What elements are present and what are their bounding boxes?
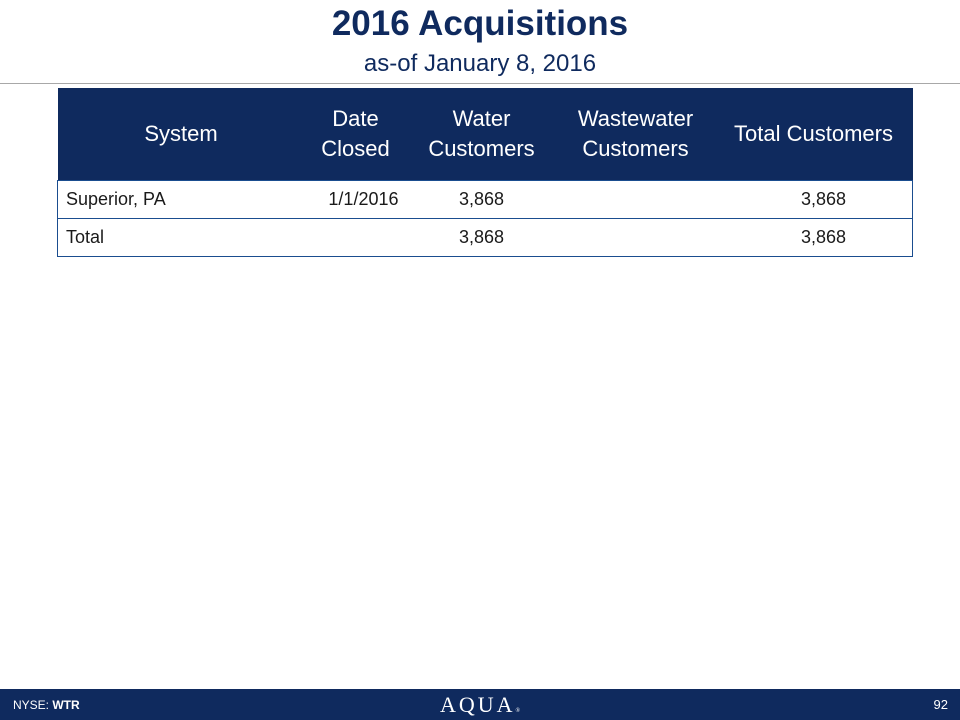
slide-title: 2016 Acquisitions: [331, 4, 629, 43]
cell-total-customers: 3,868: [714, 217, 913, 257]
cell-water-customers: 3,868: [406, 217, 557, 257]
table-row-total: Total 3,868 3,868: [57, 217, 913, 257]
cell-date-closed: 1/1/2016: [304, 179, 407, 218]
footer-bar: NYSE: WTR AQUA® 92: [0, 689, 960, 720]
header-total-customers: Total Customers: [714, 88, 913, 180]
table-row: Superior, PA 1/1/2016 3,868 3,868: [57, 179, 913, 218]
header-system: System: [57, 88, 305, 180]
acquisitions-table: System Date Closed Water Customers Wastewa…: [57, 88, 913, 257]
header-water-customers: Water Customers: [406, 88, 557, 180]
cell-total-customers: 3,868: [714, 179, 913, 218]
header-wastewater-customers: Wastewater Customers: [556, 88, 715, 180]
ticker-symbol: WTR: [52, 698, 80, 712]
table-header-row: System Date Closed Water Customers Wastewa…: [57, 88, 913, 180]
slide-subtitle: as-of January 8, 2016: [363, 50, 597, 77]
trademark-mark: ®: [515, 708, 521, 714]
cell-wastewater-customers: [556, 217, 715, 257]
cell-system: Superior, PA: [57, 179, 305, 218]
logo-wordmark: AQUA: [439, 692, 516, 717]
page-number: 92: [933, 697, 948, 712]
stock-ticker: NYSE: WTR: [13, 698, 80, 712]
aqua-logo: AQUA®: [0, 692, 960, 718]
cell-water-customers: 3,868: [406, 179, 557, 218]
title-divider: [0, 83, 960, 84]
cell-wastewater-customers: [556, 179, 715, 218]
header-date-closed: Date Closed: [304, 88, 407, 180]
cell-date-closed: [304, 217, 407, 257]
exchange-label: NYSE:: [13, 698, 50, 712]
cell-system: Total: [57, 217, 305, 257]
